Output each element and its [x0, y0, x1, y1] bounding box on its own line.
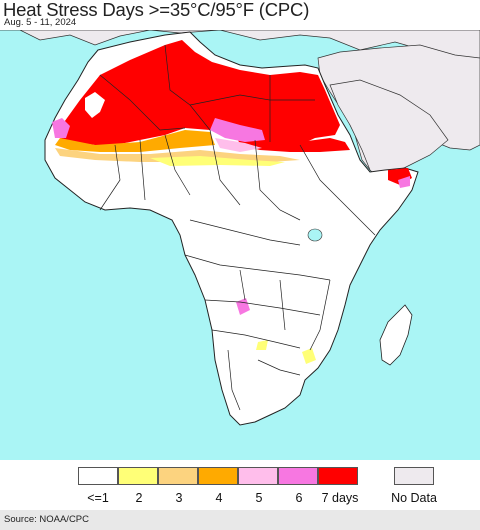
legend: <=1 2 3 4 5 6 7 days No Data [0, 460, 480, 510]
legend-label-no-data: No Data [391, 491, 437, 505]
legend-label-5: 5 [255, 491, 263, 505]
legend-swatch-3 [158, 467, 198, 485]
heat-zone-7-days-south [235, 132, 350, 152]
legend-label-7: 7 days [321, 491, 359, 505]
legend-swatch-6 [278, 467, 318, 485]
source-credit: Source: NOAA/CPC [4, 514, 89, 525]
africa-map-svg [0, 30, 480, 426]
date-range: Aug. 5 - 11, 2024 [4, 17, 77, 28]
heat-zone-6-days-west [52, 118, 70, 138]
heat-zone-6-days [210, 118, 265, 142]
heat-zone-5-days [215, 138, 262, 152]
legend-swatch-4 [198, 467, 238, 485]
legend-swatch-1 [78, 467, 118, 485]
legend-swatch-5 [238, 467, 278, 485]
heat-stress-map [0, 30, 480, 460]
legend-swatch-7 [318, 467, 358, 485]
legend-label-6: 6 [295, 491, 303, 505]
legend-label-3: 3 [175, 491, 183, 505]
south-heat-patch-3 [302, 348, 316, 364]
heat-zone-4-days [55, 130, 215, 152]
source-bar: Source: NOAA/CPC [0, 510, 480, 530]
legend-label-4: 4 [215, 491, 223, 505]
lake-victoria [307, 228, 323, 242]
madagascar [379, 304, 413, 366]
legend-swatch-2 [118, 467, 158, 485]
page-title: Heat Stress Days >=35°C/95°F (CPC) [3, 0, 310, 20]
horn-heat-patch-pink [398, 176, 410, 188]
legend-label-1: <=1 [87, 491, 109, 505]
heat-zone-3-days [55, 148, 300, 162]
no-heat-patch [85, 92, 105, 118]
south-heat-patch-2 [256, 340, 268, 350]
heat-zone-2-days [150, 156, 285, 166]
country-borders [99, 44, 376, 411]
legend-swatch-no-data [394, 467, 434, 485]
legend-label-2: 2 [135, 491, 143, 505]
